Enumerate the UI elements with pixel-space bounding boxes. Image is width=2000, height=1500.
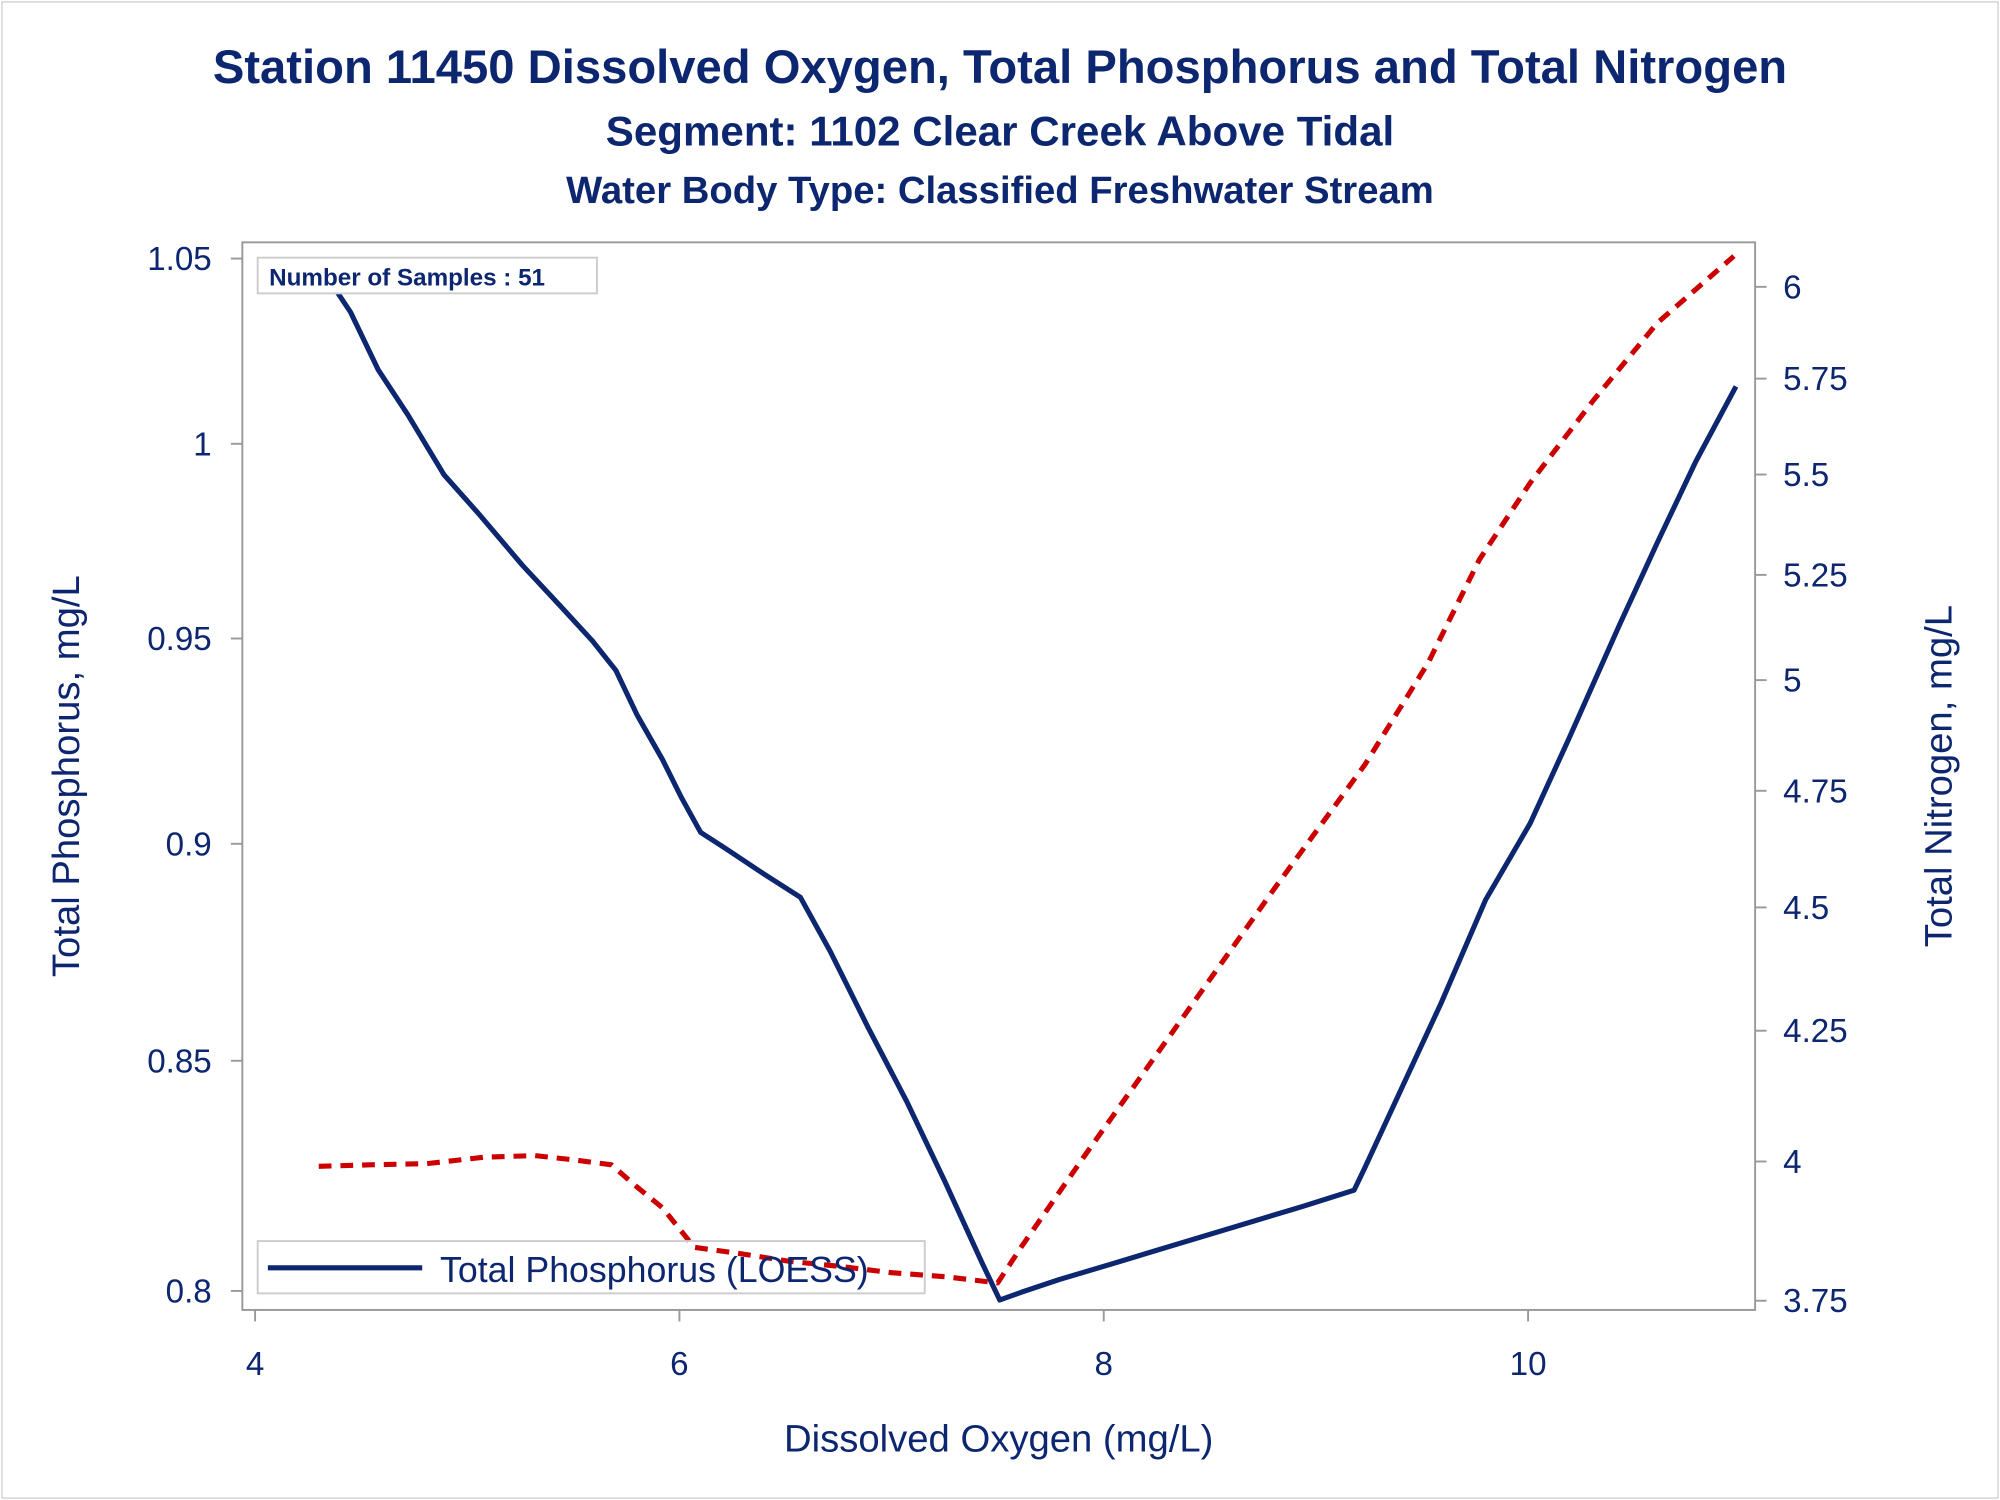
nitrogen-line	[318, 254, 1736, 1286]
plot-frame	[241, 241, 1757, 1311]
chart-subtitle: Segment: 1102 Clear Creek Above Tidal	[605, 107, 1395, 155]
y2-tick-label: 5	[1783, 663, 1801, 700]
y-tick-label: 0.8	[166, 1273, 212, 1310]
sample-count-box	[256, 256, 598, 295]
y2-tick-label: 6	[1783, 269, 1801, 306]
y2-tick-label: 5.25	[1783, 557, 1848, 594]
y2-tick-label: 4.5	[1783, 890, 1829, 927]
y-tick-label: 1.05	[147, 241, 212, 278]
phosphorus-line	[323, 272, 1739, 1303]
y2-tick-label: 3.75	[1783, 1283, 1848, 1320]
sample-count-annotation: Number of Samples : 51	[269, 265, 545, 292]
x-tick-label: 10	[1510, 1346, 1547, 1383]
chart-subtitle-2: Water Body Type: Classified Freshwater S…	[566, 169, 1434, 212]
x-tick-label: 8	[1095, 1346, 1113, 1383]
legend-box	[256, 1240, 926, 1295]
y2-tick-label: 5.5	[1783, 457, 1829, 494]
y-tick-label: 0.95	[147, 621, 212, 658]
y2-tick-label: 4.25	[1783, 1013, 1848, 1050]
y2-axis-label: Total Nitrogen, mg/L	[1918, 605, 1961, 947]
y-tick-label: 0.9	[166, 826, 212, 863]
y2-tick-label: 5.75	[1783, 361, 1848, 398]
chart-title: Station 11450 Dissolved Oxygen, Total Ph…	[212, 40, 1788, 94]
y-tick-label: 0.85	[147, 1043, 212, 1080]
legend-label-phosphorus: Total Phosphorus (LOESS)	[440, 1250, 869, 1290]
x-tick-label: 4	[246, 1346, 264, 1383]
x-axis-label: Dissolved Oxygen (mg/L)	[784, 1418, 1213, 1461]
y-tick-label: 1	[193, 426, 211, 463]
y-axis-label: Total Phosphorus, mg/L	[45, 575, 88, 977]
x-tick-label: 6	[670, 1346, 688, 1383]
y2-tick-label: 4.75	[1783, 773, 1848, 810]
y2-tick-label: 4	[1783, 1144, 1801, 1181]
